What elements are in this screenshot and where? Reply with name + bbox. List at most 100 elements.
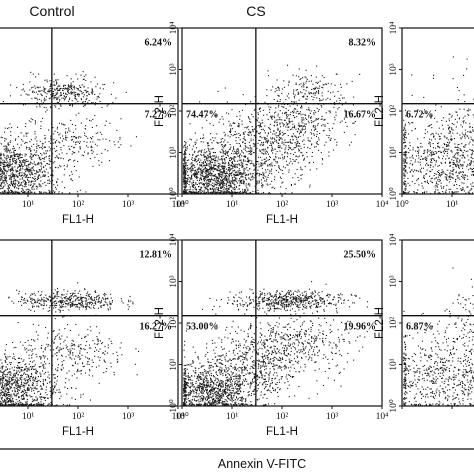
event-dot [184,189,186,191]
event-dot [446,137,448,139]
event-dot [233,157,235,159]
event-dot [101,106,103,108]
event-dot [183,168,185,170]
event-dot [1,192,3,194]
event-dot [258,108,260,110]
event-dot [218,167,220,169]
event-dot [283,133,285,135]
event-dot [83,78,85,80]
event-dot [200,153,202,155]
event-dot [203,151,205,153]
event-dot [12,145,14,147]
event-dot [55,79,57,81]
event-dot [249,132,251,134]
event-dot [1,162,3,164]
event-dot [288,169,290,171]
event-dot [54,150,56,152]
event-dot [237,151,239,153]
event-dot [211,161,213,163]
event-dot [56,96,58,98]
event-dot [205,152,207,154]
event-dot [340,94,342,96]
event-dot [50,148,52,150]
event-dot [44,92,46,94]
event-dot [79,146,81,148]
event-dot [453,138,455,140]
event-dot [8,127,10,129]
event-dot [76,137,78,139]
event-dot [301,119,303,121]
event-dot [258,175,260,177]
event-dot [1,137,3,139]
event-dot [32,180,34,182]
event-dot [443,152,445,154]
event-dot [245,185,247,187]
event-dot [92,151,94,153]
event-dot [25,192,27,194]
event-dot [71,93,73,95]
event-dot [472,174,474,176]
event-dot [18,164,20,166]
event-dot [238,188,240,190]
event-dot [97,95,99,97]
event-dot [204,172,206,174]
event-dot [196,155,198,157]
event-dot [32,163,34,165]
event-dot [198,171,200,173]
event-dot [419,164,421,166]
event-dot [52,179,54,181]
event-dot [7,164,9,166]
event-dot [404,165,406,167]
event-dot [293,147,295,149]
event-dot [453,192,455,194]
event-dot [295,144,297,146]
event-dot [130,145,132,147]
event-dot [244,145,246,147]
event-dot [218,182,220,184]
event-dot [275,135,277,137]
event-dot [91,126,93,128]
event-dot [432,133,434,135]
event-dot [266,114,268,116]
event-dot [69,104,71,106]
event-dot [24,163,26,165]
event-dot [62,138,64,140]
event-dot [52,88,54,90]
event-dot [309,116,311,118]
event-dot [250,131,252,133]
event-dot [423,175,425,177]
event-dot [313,112,315,114]
event-dot [37,145,39,147]
event-dot [196,192,198,194]
event-dot [201,154,203,156]
event-dot [226,186,228,188]
event-dot [259,140,261,142]
event-dot [55,79,57,81]
event-dot [280,186,282,188]
event-dot [250,162,252,164]
event-dot [290,101,292,103]
event-dot [11,155,13,157]
event-dot [212,148,214,150]
event-dot [201,164,203,166]
event-dot [200,188,202,190]
event-dot [221,144,223,146]
event-dot [234,131,236,133]
event-dot [49,192,51,194]
event-dot [461,136,463,138]
event-dot [257,169,259,171]
event-dot [448,175,450,177]
event-dot [185,164,187,166]
event-dot [242,138,244,140]
event-dot [304,132,306,134]
event-dot [311,143,313,145]
event-dot [67,87,69,89]
event-dot [195,192,197,194]
event-dot [38,157,40,159]
event-dot [27,191,29,193]
event-dot [17,136,19,138]
event-dot [305,98,307,100]
event-dot [234,184,236,186]
event-dot [278,86,280,88]
event-dot [189,170,191,172]
